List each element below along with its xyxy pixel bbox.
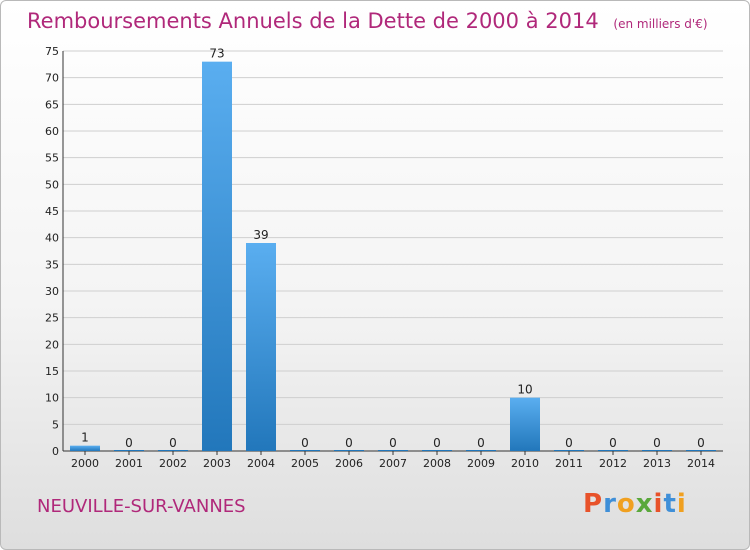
data-label-2001: 0 — [125, 436, 133, 450]
x-tick-label-2007: 2007 — [379, 457, 407, 470]
data-label-2013: 0 — [653, 436, 661, 450]
bar-2009 — [466, 450, 496, 451]
x-tick-label-2005: 2005 — [291, 457, 319, 470]
logo-letter: r — [603, 489, 617, 519]
x-tick-label-2011: 2011 — [555, 457, 583, 470]
chart-title: Remboursements Annuels de la Dette de 20… — [27, 9, 708, 33]
logo-letter: i — [676, 489, 687, 519]
bar-2010 — [510, 397, 540, 451]
y-tick-label: 5 — [52, 418, 59, 431]
data-label-2004: 39 — [253, 228, 268, 242]
bar-2006 — [334, 450, 364, 451]
commune-name: NEUVILLE-SUR-VANNES — [37, 496, 246, 517]
y-tick-label: 25 — [45, 312, 59, 325]
x-tick-label-2004: 2004 — [247, 457, 275, 470]
x-tick-label-2012: 2012 — [599, 457, 627, 470]
data-label-2011: 0 — [565, 436, 573, 450]
data-label-2006: 0 — [345, 436, 353, 450]
data-label-2007: 0 — [389, 436, 397, 450]
bar-2003 — [202, 61, 232, 452]
logo-letter: P — [583, 489, 604, 519]
x-tick-label-2014: 2014 — [687, 457, 715, 470]
y-tick-label: 65 — [45, 98, 59, 111]
grid-layer — [62, 50, 723, 455]
y-tick-label: 60 — [45, 125, 59, 138]
bar-2007 — [378, 450, 408, 451]
y-tick-label: 35 — [45, 258, 59, 271]
x-tick-label-2003: 2003 — [203, 457, 231, 470]
y-tick-label: 45 — [45, 205, 59, 218]
y-tick-label: 20 — [45, 338, 59, 351]
bar-2004 — [246, 243, 276, 451]
x-tick-label-2013: 2013 — [643, 457, 671, 470]
x-tick-label-2000: 2000 — [71, 457, 99, 470]
y-tick-label: 55 — [45, 152, 59, 165]
bar-2002 — [158, 450, 188, 451]
logo-letter: o — [616, 489, 636, 519]
data-label-2002: 0 — [169, 436, 177, 450]
x-tick-label-2001: 2001 — [115, 457, 143, 470]
bar-2001 — [114, 450, 144, 451]
data-label-2009: 0 — [477, 436, 485, 450]
bar-2000 — [70, 445, 100, 451]
y-tick-label: 15 — [45, 365, 59, 378]
bar-2014 — [686, 450, 716, 451]
logo-letter: i — [653, 489, 664, 519]
data-label-2014: 0 — [697, 436, 705, 450]
chart-title-text: Remboursements Annuels de la Dette de 20… — [27, 9, 599, 33]
bar-2008 — [422, 450, 452, 451]
bar-2011 — [554, 450, 584, 451]
bar-2013 — [642, 450, 672, 451]
x-tick-label-2009: 2009 — [467, 457, 495, 470]
x-tick-label-2002: 2002 — [159, 457, 187, 470]
label-layer: 0 5 10 15 20 25 30 35 40 45 50 55 60 65 70 75 1 2000 0 2001… — [45, 45, 715, 470]
y-tick-label: 40 — [45, 232, 59, 245]
data-label-2010: 10 — [517, 383, 532, 397]
proxiti-logo: Proxiti — [583, 489, 687, 519]
logo-letter: x — [635, 489, 654, 519]
x-tick-label-2006: 2006 — [335, 457, 363, 470]
y-tick-label: 75 — [45, 45, 59, 58]
y-tick-label: 70 — [45, 72, 59, 85]
data-label-2005: 0 — [301, 436, 309, 450]
y-tick-label: 10 — [45, 392, 59, 405]
bar-2005 — [290, 450, 320, 451]
logo-letter: t — [663, 489, 677, 519]
y-tick-label: 0 — [52, 445, 59, 458]
chart-unit: (en milliers d'€) — [613, 17, 708, 31]
x-tick-label-2008: 2008 — [423, 457, 451, 470]
bar-2012 — [598, 450, 628, 451]
bar-layer — [70, 61, 716, 452]
x-tick-label-2010: 2010 — [511, 457, 539, 470]
data-label-2000: 1 — [81, 431, 89, 445]
y-tick-label: 50 — [45, 178, 59, 191]
y-tick-label: 30 — [45, 285, 59, 298]
data-label-2003: 73 — [209, 47, 224, 61]
data-label-2008: 0 — [433, 436, 441, 450]
data-label-2012: 0 — [609, 436, 617, 450]
